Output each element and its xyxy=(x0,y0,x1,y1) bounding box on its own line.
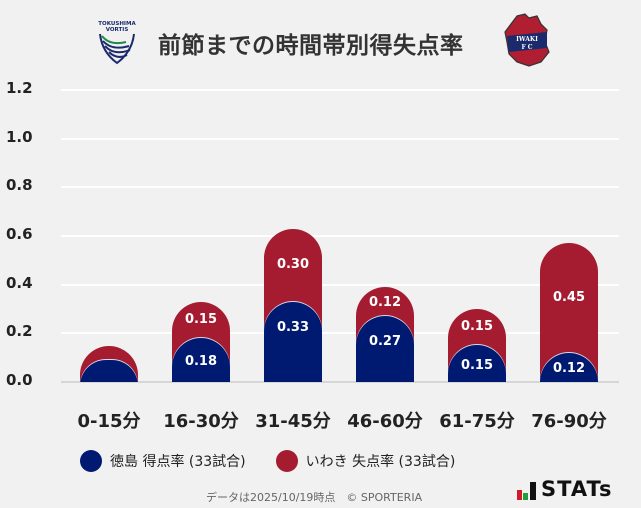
legend-swatch-iwaki xyxy=(275,450,298,472)
page-title: 前節までの時間帯別得失点率 xyxy=(158,33,464,59)
x-tick: 16-30分 xyxy=(163,411,239,432)
value-label-iwaki: 0.30 xyxy=(276,257,310,273)
svg-text:IWAKI: IWAKI xyxy=(516,36,538,43)
value-label-iwaki: 0.15 xyxy=(460,319,494,335)
gridline xyxy=(61,235,619,237)
gridline xyxy=(61,138,619,140)
bar-tokushima-scored[interactable] xyxy=(172,338,230,382)
legend-swatch-tokushima xyxy=(80,450,102,472)
stats-brand: STATs xyxy=(517,478,612,500)
x-axis-baseline xyxy=(61,381,619,383)
x-tick: 0-15分 xyxy=(77,411,141,432)
y-tick: 1.2 xyxy=(6,79,33,97)
gridline xyxy=(61,89,619,91)
y-tick: 0.2 xyxy=(6,322,33,340)
legend-item-iwaki[interactable]: いわき 失点率 (33試合) xyxy=(275,450,456,472)
bar-group[interactable]: 0.30 0.33 xyxy=(264,228,322,382)
bar-group[interactable] xyxy=(80,345,138,382)
bar-tokushima-scored[interactable] xyxy=(356,316,414,382)
svg-text:VORTIS: VORTIS xyxy=(106,27,129,33)
legend-label: いわき 失点率 (33試合) xyxy=(305,454,456,470)
gridline xyxy=(61,186,619,188)
bar-tokushima-scored[interactable] xyxy=(264,301,322,382)
x-tick: 31-45分 xyxy=(255,411,331,432)
y-tick: 1.0 xyxy=(6,128,33,146)
legend-item-tokushima[interactable]: 徳島 得点率 (33試合) xyxy=(80,450,246,472)
tokushima-vortis-logo-icon: TOKUSHIMA VORTIS xyxy=(98,21,136,65)
value-label-iwaki: 0.15 xyxy=(184,311,218,327)
stats-wordmark: STATs xyxy=(541,477,613,501)
y-tick: 0.6 xyxy=(6,225,33,243)
svg-text:F C: F C xyxy=(521,44,532,51)
x-tick: 76-90分 xyxy=(531,411,607,432)
gridline xyxy=(61,332,619,334)
value-label-tokushima: 0.27 xyxy=(368,334,402,350)
legend-label: 徳島 得点率 (33試合) xyxy=(110,454,246,470)
value-label-tokushima: 0.18 xyxy=(184,354,218,370)
bar-group[interactable]: 0.12 0.27 xyxy=(356,287,414,382)
bar-group[interactable]: 0.15 0.18 xyxy=(172,301,230,382)
bar-tokushima-scored[interactable] xyxy=(448,345,506,382)
x-tick: 61-75分 xyxy=(439,411,515,432)
chart-header: TOKUSHIMA VORTIS 前節までの時間帯別得失点率 IWAKI F C xyxy=(0,0,641,75)
gridline xyxy=(61,284,619,286)
iwaki-fc-logo-icon: IWAKI F C xyxy=(504,13,550,67)
value-label-iwaki: 0.12 xyxy=(368,295,402,311)
value-label-tokushima: 0.33 xyxy=(276,319,310,335)
chart-legend: 徳島 得点率 (33試合) いわき 失点率 (33試合) xyxy=(80,448,485,474)
bar-tokushima-scored[interactable] xyxy=(80,360,138,382)
y-tick: 0.0 xyxy=(6,371,33,389)
value-label-iwaki: 0.45 xyxy=(552,290,586,306)
bar-group[interactable]: 0.45 0.12 xyxy=(540,243,598,382)
value-label-tokushima: 0.15 xyxy=(460,357,494,373)
svg-text:TOKUSHIMA: TOKUSHIMA xyxy=(98,21,136,27)
y-tick: 0.4 xyxy=(6,274,33,292)
x-tick: 46-60分 xyxy=(347,411,423,432)
y-tick: 0.8 xyxy=(6,176,33,194)
stats-bar-logo-icon xyxy=(517,482,536,500)
bar-group[interactable]: 0.15 0.15 xyxy=(448,309,506,382)
value-label-tokushima: 0.12 xyxy=(552,361,586,377)
footer-credit: データは2025/10/19時点 © SPORTERIA xyxy=(206,491,423,504)
